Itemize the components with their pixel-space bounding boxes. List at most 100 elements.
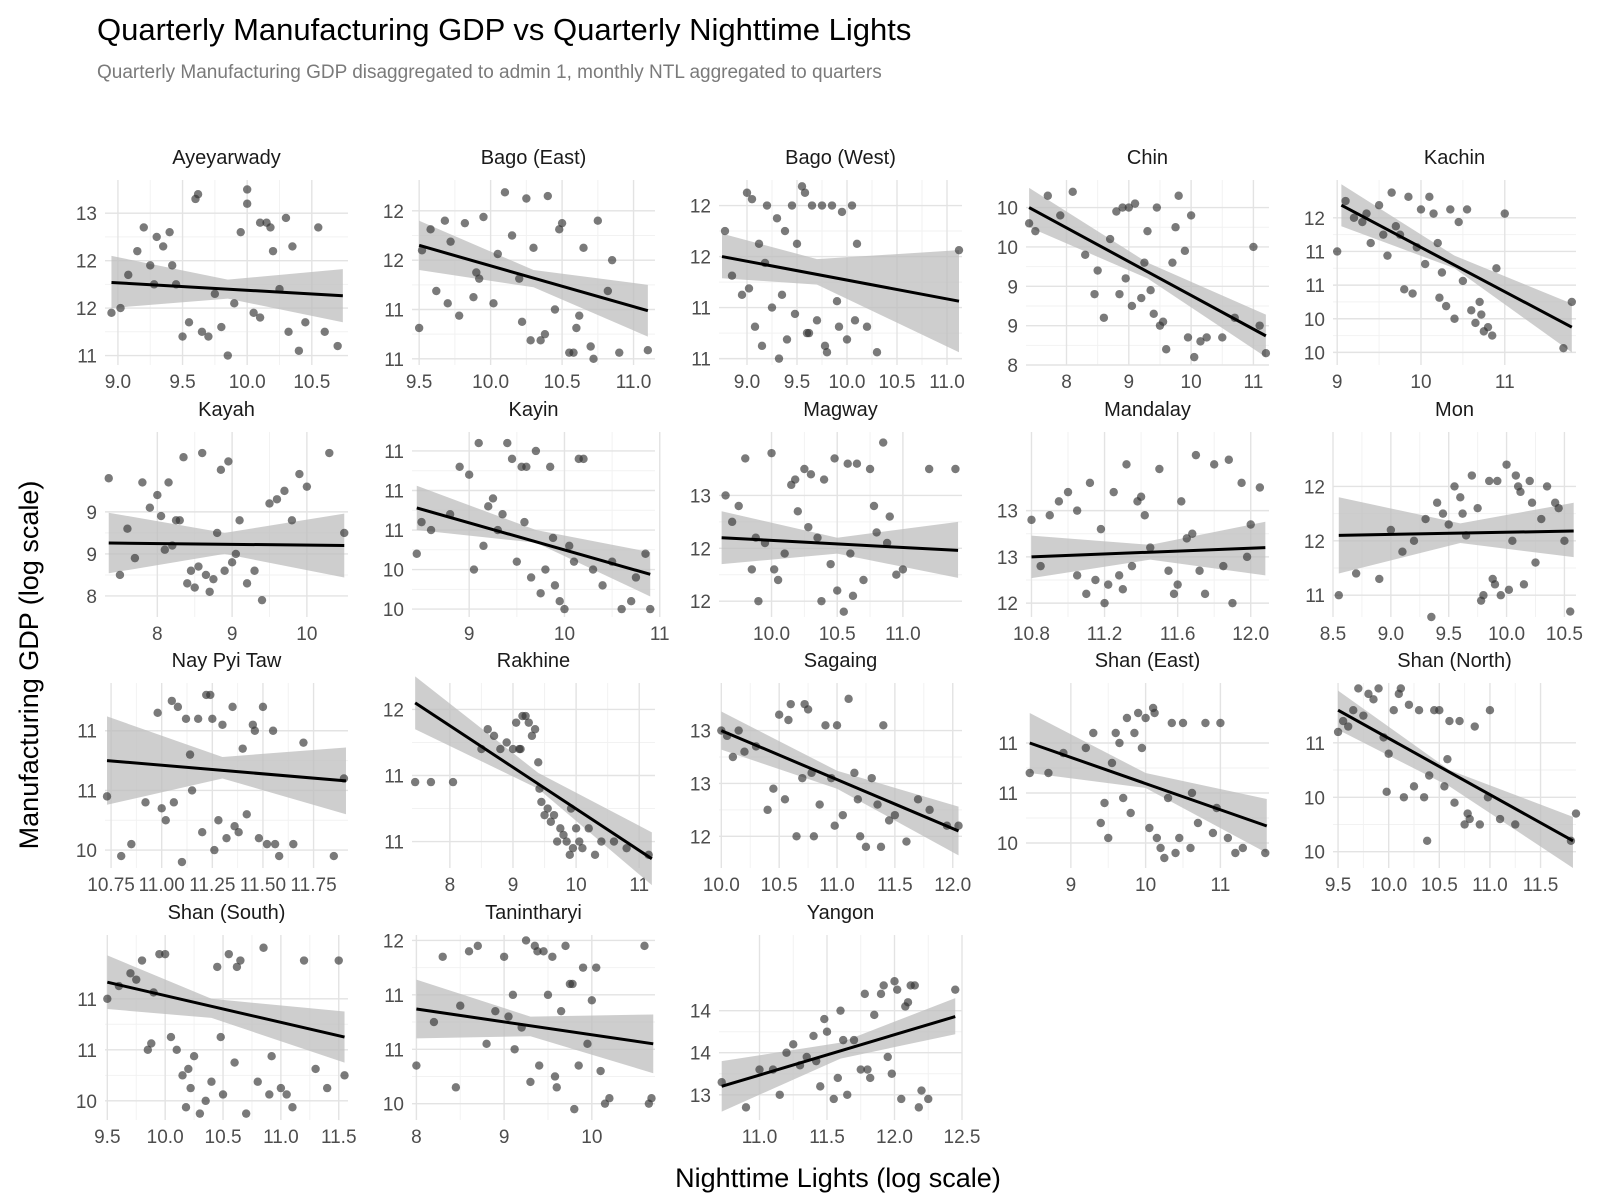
y-tick-label: 11 (77, 722, 97, 743)
y-tick-label: 10 (997, 834, 1018, 855)
data-point (583, 1039, 592, 1049)
data-point (850, 768, 859, 778)
data-point (1145, 823, 1154, 833)
x-tick-label: 10.5 (879, 372, 916, 393)
fit-line (1028, 206, 1267, 338)
data-point (1152, 203, 1162, 212)
data-point (1150, 708, 1159, 718)
data-point (218, 720, 227, 729)
y-tick-label: 11 (1305, 734, 1325, 755)
data-point (914, 1103, 923, 1112)
data-point (862, 322, 872, 331)
facet-title: Shan (South) (168, 902, 286, 924)
facet-title: Chin (1127, 147, 1168, 169)
x-tick-label: 10.5 (293, 372, 330, 393)
data-point (227, 558, 237, 567)
data-point (147, 1039, 156, 1048)
y-tick-label: 11 (384, 767, 404, 788)
data-point (1149, 309, 1158, 319)
confidence-band (1338, 690, 1573, 868)
confidence-band (1338, 497, 1574, 574)
data-point (255, 313, 265, 322)
data-point (1219, 561, 1228, 571)
data-point (1099, 313, 1109, 322)
data-point (1374, 201, 1384, 210)
data-point (910, 981, 919, 990)
data-point (1398, 547, 1407, 556)
data-point (793, 507, 803, 516)
data-point (597, 837, 606, 846)
data-point (417, 517, 426, 527)
data-point (559, 830, 568, 840)
data-point (234, 827, 243, 837)
data-point (410, 777, 420, 787)
data-point (1467, 306, 1476, 315)
data-point (1193, 818, 1203, 828)
x-tick-label: 10.0 (147, 1127, 184, 1148)
data-point (146, 261, 155, 270)
data-point (884, 816, 894, 825)
y-tick-label: 11 (384, 521, 404, 542)
data-point (1196, 337, 1205, 346)
data-point (1493, 476, 1502, 486)
data-point (1455, 716, 1464, 726)
data-point (177, 857, 187, 867)
data-point (482, 1039, 491, 1049)
data-point (153, 708, 162, 718)
x-tick-label: 11.0 (1472, 875, 1508, 896)
data-point (515, 274, 524, 283)
fit-line (416, 506, 651, 576)
data-point (812, 316, 822, 325)
data-point (1488, 331, 1497, 340)
data-point (103, 994, 112, 1003)
x-tick-label: 10.0 (472, 372, 509, 393)
y-tick-label: 12 (690, 248, 711, 269)
data-point (1140, 511, 1149, 520)
data-point (1242, 552, 1252, 562)
data-point (165, 227, 174, 237)
data-point (1177, 497, 1186, 506)
data-point (775, 1090, 784, 1099)
data-point (432, 286, 441, 296)
data-point (852, 459, 862, 468)
data-point (1492, 264, 1501, 273)
data-point (1081, 743, 1091, 753)
data-point (1438, 509, 1448, 518)
data-point (115, 570, 125, 580)
data-point (130, 553, 140, 563)
data-point (830, 454, 839, 463)
data-point (484, 502, 493, 511)
data-point (546, 817, 556, 826)
data-point (593, 216, 603, 225)
data-point (1386, 525, 1396, 535)
data-point (193, 190, 203, 199)
x-tick-label: 9 (1124, 372, 1135, 393)
data-point (873, 800, 882, 809)
data-point (798, 773, 807, 783)
data-point (842, 335, 852, 344)
x-tick-label: 11 (1495, 372, 1515, 393)
data-point (607, 255, 617, 265)
data-point (455, 462, 464, 471)
data-point (1444, 520, 1453, 529)
data-point (1483, 322, 1493, 332)
data-point (762, 201, 772, 210)
data-point (750, 322, 760, 331)
y-tick-label: 11 (998, 784, 1018, 805)
fit-line (111, 280, 343, 298)
data-point (1080, 250, 1090, 259)
data-point (141, 798, 150, 807)
data-point (1384, 749, 1393, 758)
data-point (1343, 722, 1353, 731)
data-point (539, 947, 548, 956)
data-point (839, 1035, 848, 1045)
data-point (1496, 591, 1505, 600)
data-point (190, 583, 199, 592)
data-point (520, 517, 529, 527)
data-point (1511, 820, 1520, 829)
data-point (1369, 695, 1378, 704)
data-point (426, 777, 436, 787)
data-point (565, 850, 574, 859)
y-tick-label: 12 (383, 202, 404, 223)
data-point (832, 297, 842, 306)
